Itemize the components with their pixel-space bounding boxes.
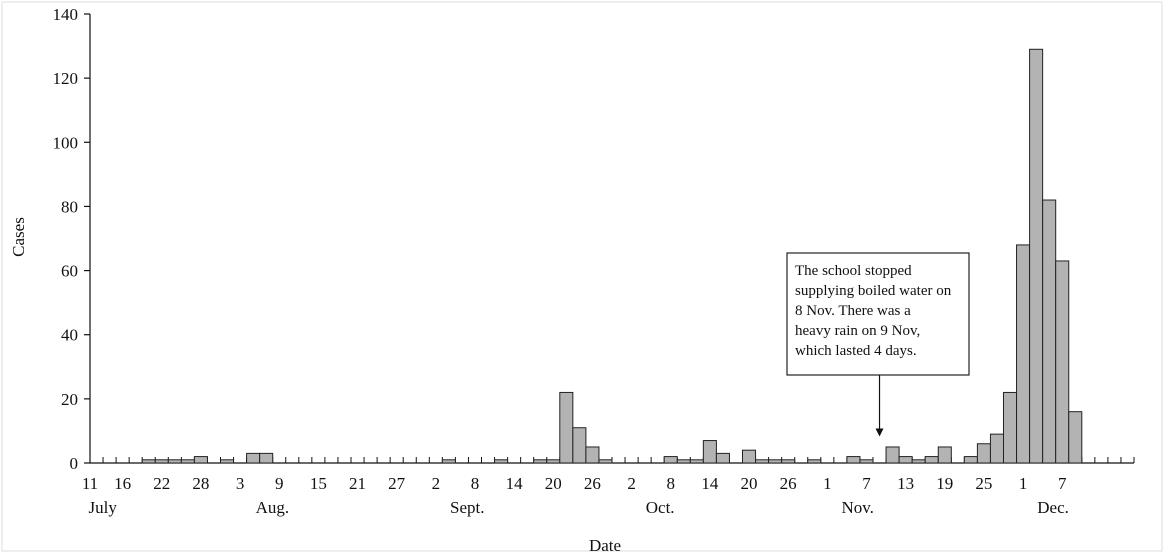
x-tick-label: 25 [975, 474, 992, 493]
bar [885, 446, 900, 464]
bar [689, 459, 704, 464]
annotation: The school stopped supplying boiled water… [786, 252, 970, 437]
annotation-text-line: The school stopped [795, 263, 912, 279]
bar [768, 459, 783, 464]
x-tick-label: 20 [545, 474, 562, 493]
bar [259, 452, 274, 464]
bar [559, 391, 574, 464]
annotation-text-line: heavy rain on 9 Nov, [795, 323, 920, 339]
x-tick-label: 8 [471, 474, 480, 493]
y-tick-label: 0 [70, 454, 79, 473]
bar [911, 459, 926, 464]
x-tick-label: 3 [236, 474, 245, 493]
y-tick-label: 100 [53, 133, 79, 152]
x-tick-label: 7 [1058, 474, 1067, 493]
bar [546, 459, 561, 464]
month-label: Dec. [1037, 498, 1069, 517]
y-tick-label: 140 [53, 5, 79, 24]
x-tick-label: 7 [862, 474, 871, 493]
bar [755, 459, 770, 464]
y-axis-title: Cases [9, 217, 28, 257]
bar [715, 452, 730, 464]
bar [1068, 411, 1083, 464]
bar [859, 459, 874, 464]
bar [441, 459, 456, 464]
bar [1016, 244, 1031, 464]
x-axis: 11 16 22 28 3 9 15 21 27 2 8 14 20 26 2 8 14 20 26 1 7 13 19 25… [82, 457, 1135, 517]
x-tick-label: 1 [1019, 474, 1028, 493]
bar [1003, 391, 1018, 464]
bar [1029, 48, 1044, 464]
bar [846, 456, 861, 464]
x-tick-label: 15 [310, 474, 327, 493]
bar [676, 459, 691, 464]
bar [494, 459, 509, 464]
bar [989, 433, 1005, 464]
y-tick-label: 120 [53, 69, 79, 88]
x-tick-label: 26 [584, 474, 601, 493]
x-tick-label: 11 [82, 474, 98, 493]
bar [1042, 199, 1057, 464]
bar [193, 456, 208, 464]
x-tick-label: 2 [432, 474, 441, 493]
x-tick-label: 9 [275, 474, 284, 493]
bar [742, 449, 757, 464]
x-tick-label: 14 [701, 474, 719, 493]
bar [167, 459, 182, 464]
bar [924, 456, 939, 464]
x-tick-label: 2 [627, 474, 636, 493]
annotation-arrow-head [875, 428, 884, 437]
bar [598, 459, 613, 464]
x-tick-label: 1 [823, 474, 832, 493]
y-axis: 0 20 40 60 80 100 120 140 [53, 5, 91, 473]
bar [781, 459, 796, 464]
month-label: July [89, 498, 118, 517]
month-label: Nov. [842, 498, 874, 517]
annotation-text-line: 8 Nov. There was a [795, 303, 911, 319]
x-tick-label: 14 [506, 474, 524, 493]
x-tick-label: 26 [780, 474, 797, 493]
bar [963, 456, 978, 464]
x-tick-label: 19 [936, 474, 953, 493]
bar [141, 459, 156, 464]
bar [585, 446, 600, 464]
month-label: Sept. [450, 498, 484, 517]
bar [154, 459, 169, 464]
bar [572, 427, 587, 464]
x-tick-label: 13 [897, 474, 914, 493]
bars [141, 48, 1083, 464]
annotation-text-line: supplying boiled water on [795, 283, 952, 299]
x-tick-label: 27 [388, 474, 406, 493]
bar [976, 443, 991, 464]
bar [533, 459, 548, 464]
bar [180, 459, 195, 464]
bar [663, 456, 678, 464]
bar [246, 452, 261, 464]
annotation-box [786, 252, 970, 376]
bar [702, 440, 717, 464]
bar [807, 459, 822, 464]
x-tick-label: 21 [349, 474, 366, 493]
y-tick-label: 40 [61, 326, 78, 345]
bar [937, 446, 952, 464]
month-label: Oct. [646, 498, 675, 517]
x-tick-label: 8 [666, 474, 675, 493]
month-label: Aug. [256, 498, 290, 517]
annotation-text-line: which lasted 4 days. [795, 343, 917, 359]
y-tick-label: 60 [61, 262, 78, 281]
bar [1055, 260, 1070, 464]
x-tick-label: 20 [741, 474, 758, 493]
y-tick-label: 80 [61, 197, 78, 216]
x-tick-label: 28 [192, 474, 209, 493]
y-tick-label: 20 [61, 390, 78, 409]
x-axis-title: Date [589, 536, 621, 555]
bar [220, 459, 235, 464]
bar [898, 456, 913, 464]
x-tick-label: 16 [114, 474, 131, 493]
x-tick-label: 22 [153, 474, 170, 493]
